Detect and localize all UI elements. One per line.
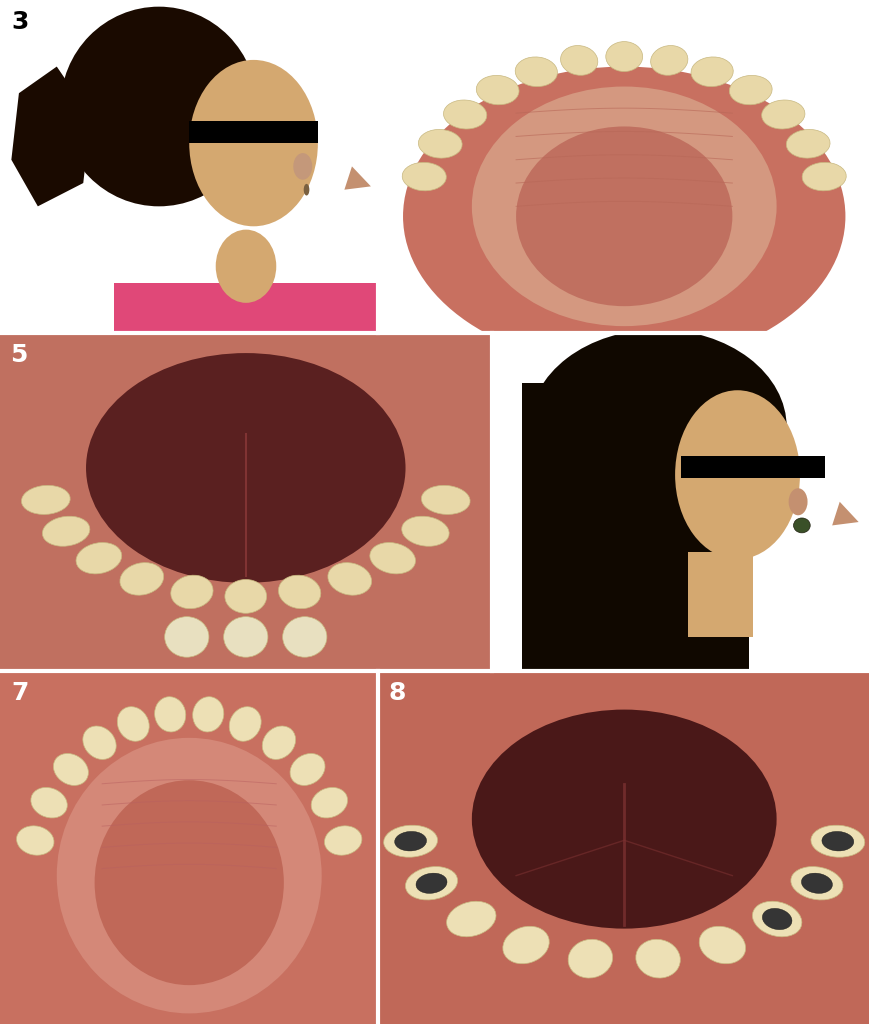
Bar bbox=[113, 283, 378, 333]
Ellipse shape bbox=[289, 754, 325, 785]
Ellipse shape bbox=[787, 488, 806, 515]
FancyBboxPatch shape bbox=[0, 671, 378, 1024]
Ellipse shape bbox=[476, 76, 519, 104]
Ellipse shape bbox=[605, 42, 642, 72]
Ellipse shape bbox=[635, 939, 680, 978]
Circle shape bbox=[793, 518, 809, 532]
Ellipse shape bbox=[30, 787, 67, 818]
Ellipse shape bbox=[401, 163, 446, 190]
Ellipse shape bbox=[418, 129, 461, 158]
Text: 3: 3 bbox=[11, 10, 29, 34]
Ellipse shape bbox=[262, 726, 295, 760]
Ellipse shape bbox=[471, 710, 776, 929]
Ellipse shape bbox=[760, 100, 804, 129]
Ellipse shape bbox=[674, 390, 799, 559]
Ellipse shape bbox=[83, 726, 116, 760]
Ellipse shape bbox=[43, 516, 90, 546]
Bar bbox=[521, 384, 748, 671]
Polygon shape bbox=[11, 67, 90, 207]
Ellipse shape bbox=[120, 562, 163, 595]
Bar bbox=[189, 122, 317, 143]
Polygon shape bbox=[832, 502, 858, 525]
Ellipse shape bbox=[17, 825, 54, 855]
Ellipse shape bbox=[415, 873, 447, 893]
Ellipse shape bbox=[216, 229, 276, 303]
Ellipse shape bbox=[117, 707, 149, 741]
Ellipse shape bbox=[155, 696, 186, 732]
Ellipse shape bbox=[278, 575, 321, 608]
Ellipse shape bbox=[650, 45, 687, 76]
Text: 7: 7 bbox=[11, 681, 29, 706]
Ellipse shape bbox=[699, 927, 745, 964]
Ellipse shape bbox=[405, 866, 457, 900]
Ellipse shape bbox=[395, 831, 426, 851]
Ellipse shape bbox=[100, 24, 127, 37]
Ellipse shape bbox=[95, 780, 283, 985]
Ellipse shape bbox=[22, 485, 70, 514]
Ellipse shape bbox=[800, 873, 832, 893]
Text: 6: 6 bbox=[502, 343, 520, 367]
Ellipse shape bbox=[328, 562, 371, 595]
Ellipse shape bbox=[53, 754, 89, 785]
Text: 5: 5 bbox=[10, 343, 27, 367]
Ellipse shape bbox=[383, 825, 437, 857]
Ellipse shape bbox=[86, 353, 405, 583]
FancyBboxPatch shape bbox=[378, 671, 869, 1024]
Ellipse shape bbox=[76, 543, 122, 573]
Ellipse shape bbox=[282, 616, 327, 657]
Ellipse shape bbox=[303, 184, 309, 196]
Ellipse shape bbox=[786, 129, 829, 158]
Ellipse shape bbox=[821, 831, 852, 851]
Ellipse shape bbox=[293, 153, 312, 180]
Ellipse shape bbox=[801, 163, 846, 190]
Ellipse shape bbox=[752, 901, 801, 937]
Ellipse shape bbox=[761, 908, 791, 930]
Ellipse shape bbox=[446, 901, 495, 937]
Ellipse shape bbox=[401, 516, 448, 546]
Ellipse shape bbox=[192, 696, 223, 732]
Ellipse shape bbox=[311, 787, 348, 818]
Text: 4: 4 bbox=[393, 10, 410, 34]
Bar bbox=[680, 456, 824, 478]
Text: 8: 8 bbox=[388, 681, 405, 706]
Ellipse shape bbox=[471, 87, 776, 326]
Ellipse shape bbox=[369, 543, 415, 573]
Ellipse shape bbox=[515, 126, 732, 306]
Ellipse shape bbox=[189, 59, 317, 226]
Ellipse shape bbox=[560, 45, 597, 76]
Ellipse shape bbox=[514, 57, 557, 87]
Ellipse shape bbox=[728, 76, 771, 104]
Ellipse shape bbox=[224, 580, 267, 613]
Ellipse shape bbox=[324, 825, 362, 855]
Ellipse shape bbox=[528, 330, 786, 525]
Ellipse shape bbox=[170, 575, 213, 608]
Ellipse shape bbox=[56, 738, 322, 1014]
Ellipse shape bbox=[421, 485, 469, 514]
Ellipse shape bbox=[443, 100, 487, 129]
Ellipse shape bbox=[61, 6, 257, 207]
Ellipse shape bbox=[567, 939, 612, 978]
Ellipse shape bbox=[790, 866, 842, 900]
Bar bbox=[687, 553, 752, 637]
Ellipse shape bbox=[502, 927, 548, 964]
Ellipse shape bbox=[402, 67, 845, 366]
Polygon shape bbox=[344, 166, 370, 189]
Ellipse shape bbox=[164, 616, 209, 657]
Ellipse shape bbox=[223, 616, 268, 657]
Ellipse shape bbox=[810, 825, 864, 857]
Ellipse shape bbox=[690, 57, 733, 87]
Ellipse shape bbox=[229, 707, 261, 741]
FancyBboxPatch shape bbox=[0, 333, 491, 671]
